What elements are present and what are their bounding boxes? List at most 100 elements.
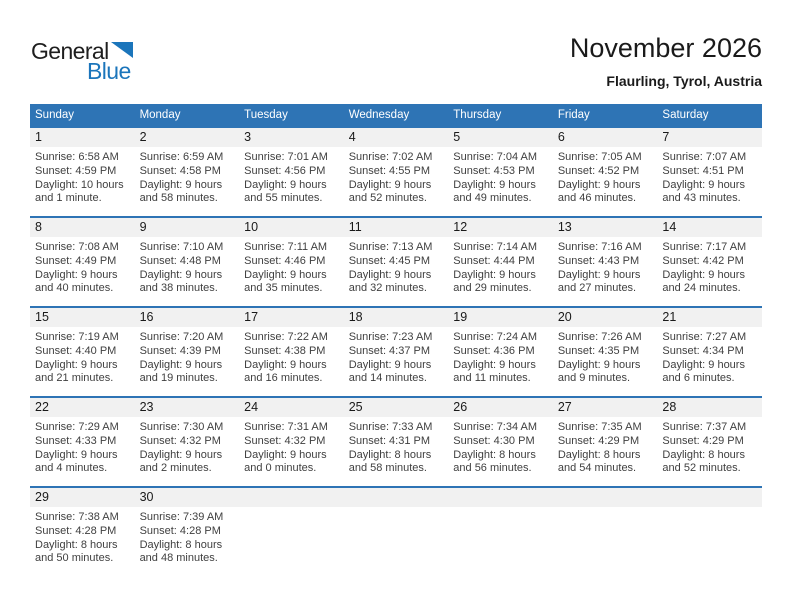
- sunset-text: Sunset: 4:28 PM: [139, 524, 221, 537]
- daylight-text: Daylight: 9 hours: [557, 358, 641, 371]
- sunset-text: Sunset: 4:38 PM: [244, 344, 326, 357]
- week-row-2: 8 Sunrise: 7:08 AM Sunset: 4:49 PM Dayli…: [30, 216, 762, 306]
- day-cell-5: 5 Sunrise: 7:04 AM Sunset: 4:53 PM Dayli…: [448, 128, 553, 216]
- day-cell-15: 15 Sunrise: 7:19 AM Sunset: 4:40 PM Dayl…: [30, 308, 135, 396]
- day-number: 18: [343, 308, 449, 327]
- daylight-text-2: and 50 minutes.: [35, 552, 114, 565]
- daylight-text-2: and 29 minutes.: [453, 282, 532, 295]
- general-blue-logo: General Blue: [31, 38, 133, 85]
- day-info: Sunrise: 7:23 AM Sunset: 4:37 PM Dayligh…: [344, 327, 449, 386]
- daylight-text: Daylight: 8 hours: [662, 448, 745, 461]
- sunrise-text: Sunrise: 7:39 AM: [139, 511, 224, 523]
- day-info: Sunrise: 7:20 AM Sunset: 4:39 PM Dayligh…: [135, 327, 240, 386]
- day-number: [448, 488, 553, 507]
- sunset-text: Sunset: 4:39 PM: [139, 344, 221, 357]
- day-info: Sunrise: 7:10 AM Sunset: 4:48 PM Dayligh…: [135, 237, 240, 296]
- day-cell-23: 23 Sunrise: 7:30 AM Sunset: 4:32 PM Dayl…: [134, 398, 240, 486]
- sunrise-text: Sunrise: 7:07 AM: [662, 151, 747, 163]
- day-info: Sunrise: 7:26 AM Sunset: 4:35 PM Dayligh…: [553, 327, 658, 386]
- day-number: 10: [239, 218, 344, 237]
- day-info: Sunrise: 7:05 AM Sunset: 4:52 PM Dayligh…: [553, 147, 658, 206]
- sunrise-text: Sunrise: 7:24 AM: [453, 331, 538, 343]
- day-cell-16: 16 Sunrise: 7:20 AM Sunset: 4:39 PM Dayl…: [134, 308, 240, 396]
- day-cell-2: 2 Sunrise: 6:59 AM Sunset: 4:58 PM Dayli…: [134, 128, 240, 216]
- day-number: 7: [657, 128, 762, 147]
- day-number: 23: [134, 398, 240, 417]
- day-info: Sunrise: 7:17 AM Sunset: 4:42 PM Dayligh…: [657, 237, 762, 296]
- logo-triangle-icon: [110, 42, 133, 58]
- week-row-1: 1 Sunrise: 6:58 AM Sunset: 4:59 PM Dayli…: [30, 126, 762, 216]
- day-info: Sunrise: 7:02 AM Sunset: 4:55 PM Dayligh…: [344, 147, 449, 206]
- daylight-text-2: and 27 minutes.: [557, 282, 637, 295]
- daylight-text-2: and 49 minutes.: [453, 192, 532, 205]
- sunrise-text: Sunrise: 7:31 AM: [244, 421, 328, 433]
- sunrise-text: Sunrise: 7:14 AM: [453, 241, 538, 253]
- day-cell-4: 4 Sunrise: 7:02 AM Sunset: 4:55 PM Dayli…: [343, 128, 449, 216]
- day-cell-29: 29 Sunrise: 7:38 AM Sunset: 4:28 PM Dayl…: [30, 488, 135, 576]
- daylight-text: Daylight: 10 hours: [35, 178, 124, 191]
- empty-cell: [343, 488, 449, 576]
- sunset-text: Sunset: 4:32 PM: [244, 434, 326, 447]
- sunrise-text: Sunrise: 7:37 AM: [662, 421, 747, 433]
- day-info: Sunrise: 7:22 AM Sunset: 4:38 PM Dayligh…: [239, 327, 344, 386]
- sunset-text: Sunset: 4:37 PM: [348, 344, 431, 357]
- daylight-text: Daylight: 9 hours: [35, 268, 118, 281]
- daylight-text-2: and 52 minutes.: [662, 462, 741, 475]
- weekday-header-saturday: Saturday: [662, 109, 709, 121]
- daylight-text: Daylight: 9 hours: [35, 448, 118, 461]
- sunset-text: Sunset: 4:34 PM: [662, 344, 744, 357]
- daylight-text-2: and 11 minutes.: [453, 372, 531, 385]
- daylight-text: Daylight: 9 hours: [244, 178, 327, 191]
- sunrise-text: Sunrise: 7:35 AM: [557, 421, 642, 433]
- sunrise-text: Sunrise: 7:08 AM: [35, 241, 119, 253]
- daylight-text-2: and 46 minutes.: [557, 192, 637, 205]
- sunset-text: Sunset: 4:31 PM: [348, 434, 431, 447]
- day-cell-22: 22 Sunrise: 7:29 AM Sunset: 4:33 PM Dayl…: [30, 398, 135, 486]
- empty-cell: [552, 488, 658, 576]
- sunset-text: Sunset: 4:58 PM: [139, 164, 221, 177]
- day-number: 19: [448, 308, 553, 327]
- day-info: Sunrise: 7:27 AM Sunset: 4:34 PM Dayligh…: [657, 327, 762, 386]
- day-info: Sunrise: 7:19 AM Sunset: 4:40 PM Dayligh…: [30, 327, 135, 386]
- daylight-text: Daylight: 9 hours: [139, 448, 223, 461]
- daylight-text-2: and 1 minute.: [35, 192, 102, 205]
- sunset-text: Sunset: 4:42 PM: [662, 254, 744, 267]
- day-info: Sunrise: 7:24 AM Sunset: 4:36 PM Dayligh…: [448, 327, 553, 386]
- day-number: 13: [552, 218, 658, 237]
- week-row-3: 15 Sunrise: 7:19 AM Sunset: 4:40 PM Dayl…: [30, 306, 762, 396]
- weekday-header-tuesday: Tuesday: [244, 109, 288, 121]
- day-cell-8: 8 Sunrise: 7:08 AM Sunset: 4:49 PM Dayli…: [30, 218, 135, 306]
- sunrise-text: Sunrise: 7:38 AM: [35, 511, 119, 523]
- daylight-text-2: and 56 minutes.: [453, 462, 532, 475]
- sunset-text: Sunset: 4:44 PM: [453, 254, 535, 267]
- daylight-text-2: and 32 minutes.: [348, 282, 427, 295]
- day-number: 16: [134, 308, 240, 327]
- sunrise-text: Sunrise: 7:20 AM: [139, 331, 224, 343]
- daylight-text-2: and 16 minutes.: [244, 372, 323, 385]
- day-info: Sunrise: 7:13 AM Sunset: 4:45 PM Dayligh…: [344, 237, 449, 296]
- daylight-text: Daylight: 8 hours: [139, 538, 223, 551]
- sunset-text: Sunset: 4:55 PM: [348, 164, 431, 177]
- day-cell-9: 9 Sunrise: 7:10 AM Sunset: 4:48 PM Dayli…: [134, 218, 240, 306]
- daylight-text-2: and 52 minutes.: [348, 192, 427, 205]
- daylight-text-2: and 43 minutes.: [662, 192, 741, 205]
- sunset-text: Sunset: 4:56 PM: [244, 164, 326, 177]
- day-info: Sunrise: 7:04 AM Sunset: 4:53 PM Dayligh…: [448, 147, 553, 206]
- daylight-text: Daylight: 9 hours: [557, 268, 641, 281]
- daylight-text: Daylight: 9 hours: [662, 358, 745, 371]
- daylight-text-2: and 4 minutes.: [35, 462, 108, 475]
- sunset-text: Sunset: 4:53 PM: [453, 164, 535, 177]
- sunset-text: Sunset: 4:35 PM: [557, 344, 640, 357]
- sunset-text: Sunset: 4:45 PM: [348, 254, 431, 267]
- daylight-text-2: and 48 minutes.: [139, 552, 218, 565]
- day-info: Sunrise: 7:29 AM Sunset: 4:33 PM Dayligh…: [30, 417, 135, 476]
- day-cell-28: 28 Sunrise: 7:37 AM Sunset: 4:29 PM Dayl…: [657, 398, 762, 486]
- sunrise-text: Sunrise: 7:26 AM: [557, 331, 642, 343]
- day-info: [657, 507, 762, 511]
- sunrise-text: Sunrise: 7:17 AM: [662, 241, 747, 253]
- sunrise-text: Sunrise: 7:29 AM: [35, 421, 119, 433]
- day-info: Sunrise: 7:08 AM Sunset: 4:49 PM Dayligh…: [30, 237, 135, 296]
- day-number: 22: [30, 398, 135, 417]
- daylight-text-2: and 35 minutes.: [244, 282, 323, 295]
- day-number: 20: [552, 308, 658, 327]
